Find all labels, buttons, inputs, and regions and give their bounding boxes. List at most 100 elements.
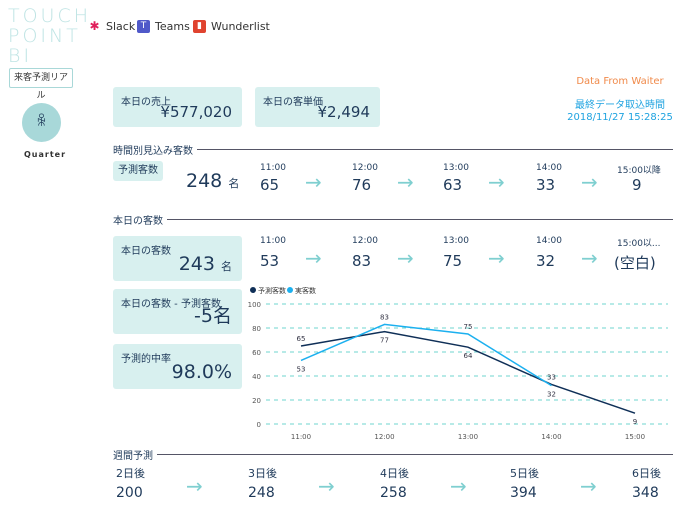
data-label: 9 [633, 418, 637, 426]
arrow-right-icon: → [318, 474, 335, 498]
arrow-right-icon: → [581, 246, 598, 270]
today-total: 243 名 [179, 253, 232, 275]
unit-price-label: 本日の客単価 [263, 97, 323, 108]
accuracy-card: 予測的中率 98.0% [113, 344, 242, 389]
sales-value: ¥577,020 [160, 103, 232, 121]
slot-time: 12:00 [352, 163, 378, 173]
accuracy-value: 98.0% [171, 361, 232, 383]
weekly-day-label: 3日後 [248, 467, 277, 480]
slot-time: 11:00 [260, 163, 286, 173]
slot-time: 15:00以降 [617, 166, 661, 176]
slot-value: 9 [632, 176, 642, 194]
x-tick-label: 15:00 [625, 433, 645, 441]
slot-time: 14:00 [536, 163, 562, 173]
slot-time: 13:00 [443, 236, 469, 246]
y-tick-label: 60 [252, 349, 261, 357]
arrow-right-icon: → [397, 170, 414, 194]
user-name: Quarter [24, 150, 67, 159]
weekly-day-label: 4日後 [380, 467, 409, 480]
accuracy-label: 予測的中率 [121, 354, 171, 365]
y-tick-label: 80 [252, 325, 261, 333]
weekly-day-value: 258 [380, 485, 407, 501]
diff-card: 本日の客数 - 予測客数 -5名 [113, 289, 242, 334]
arrow-right-icon: → [581, 170, 598, 194]
app-label: Wunderlist [211, 20, 270, 33]
sales-label: 本日の売上 [121, 97, 171, 108]
total-value: 243 [178, 253, 215, 275]
slack-icon: ✱ [89, 19, 100, 33]
total-value: 248 [186, 170, 223, 192]
slot-value: 76 [352, 176, 372, 194]
weekly-day-value: 248 [248, 485, 275, 501]
unit: 名 [221, 260, 232, 273]
arrow-right-icon: → [305, 170, 322, 194]
slot-value: 83 [352, 252, 372, 270]
source-label: Data From Waiter [576, 76, 664, 87]
data-label: 75 [464, 323, 473, 331]
app-logo: TOUCH POINT BI [8, 5, 92, 67]
report-button[interactable]: 来客予測リアル [9, 68, 73, 101]
teams-icon: T [137, 20, 150, 33]
data-label: 77 [380, 337, 389, 345]
wunderlist-icon: ▮ [193, 20, 206, 33]
legend-label: 実客数 [295, 286, 316, 295]
legend-marker [287, 287, 293, 293]
series-line [300, 323, 552, 387]
slot-time: 15:00以... [617, 239, 661, 249]
y-tick-label: 20 [252, 397, 261, 405]
app-label: Teams [155, 20, 190, 33]
wunderlist-link[interactable]: ▮ Wunderlist [193, 20, 270, 33]
last-import-label: 最終データ取込時間 [575, 100, 665, 111]
forecast-total: 248 名 [186, 170, 239, 192]
x-tick-label: 13:00 [458, 433, 478, 441]
section-title: 週間予測 [113, 451, 153, 462]
forecast-label: 予測客数 [113, 161, 163, 181]
y-tick-label: 0 [257, 421, 261, 429]
slot-value: 75 [443, 252, 463, 270]
data-label: 33 [547, 373, 556, 381]
arrow-right-icon: → [450, 474, 467, 498]
weekly-day-value: 200 [116, 485, 143, 501]
data-label: 32 [547, 391, 556, 399]
forecast-section: 時間別見込み客数 [113, 142, 673, 157]
people-icon[interactable]: ꆜ [22, 103, 61, 142]
weekly-day-label: 2日後 [116, 467, 145, 480]
slot-time: 11:00 [260, 236, 286, 246]
slot-value: 53 [260, 252, 280, 270]
arrow-right-icon: → [397, 246, 414, 270]
unit-price-value: ¥2,494 [317, 103, 371, 121]
arrow-right-icon: → [186, 474, 203, 498]
today-section: 本日の客数 [113, 212, 673, 227]
diff-value: -5名 [194, 305, 232, 327]
slot-time: 14:00 [536, 236, 562, 246]
slot-time: 12:00 [352, 236, 378, 246]
data-label: 53 [297, 365, 306, 373]
weekly-day-label: 5日後 [510, 467, 539, 480]
unit: 名 [228, 177, 240, 190]
last-import-time: 2018/11/27 15:28:25 [567, 112, 673, 123]
slack-link[interactable]: ✱ Slack [88, 19, 135, 34]
arrow-right-icon: → [580, 474, 597, 498]
legend-marker [250, 287, 256, 293]
data-label: 83 [380, 313, 389, 321]
slot-value: 63 [443, 176, 463, 194]
slot-value: 65 [260, 176, 280, 194]
slot-time: 13:00 [443, 163, 469, 173]
x-tick-label: 14:00 [541, 433, 561, 441]
data-label: 64 [464, 352, 473, 360]
arrow-right-icon: → [488, 170, 505, 194]
today-label: 本日の客数 [121, 246, 171, 257]
x-tick-label: 12:00 [374, 433, 394, 441]
today-card: 本日の客数 243 名 [113, 236, 242, 281]
unit-price-card: 本日の客単価 ¥2,494 [255, 87, 380, 127]
diff-label: 本日の客数 - 予測客数 [121, 299, 221, 310]
arrow-right-icon: → [305, 246, 322, 270]
slot-value: 32 [536, 252, 556, 270]
legend-label: 予測客数 [258, 286, 286, 295]
data-label: 65 [297, 335, 306, 343]
weekly-section: 週間予測 [113, 447, 673, 462]
weekly-day-value: 348 [632, 485, 659, 501]
slot-value: 33 [536, 176, 556, 194]
teams-link[interactable]: T Teams [137, 20, 190, 33]
